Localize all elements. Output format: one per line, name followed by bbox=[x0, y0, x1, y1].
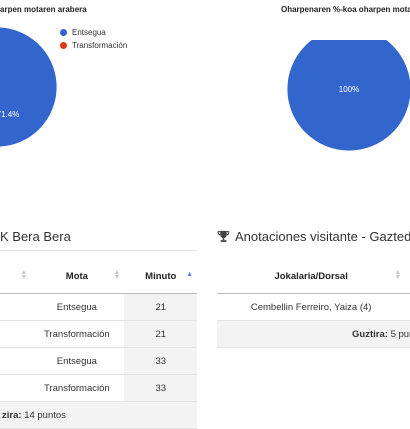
total-value: 14 puntos bbox=[24, 409, 66, 421]
column-header-label: Jokalaria/Dorsal bbox=[274, 270, 348, 282]
right-pie-chart: 100% bbox=[286, 40, 410, 152]
cell-minuto: 33 bbox=[124, 374, 197, 402]
cell-minuto: 21 bbox=[124, 320, 197, 348]
column-header-label: Mota bbox=[65, 270, 88, 282]
visitor-section-title: Anotaciones visitante - Gaztedi R bbox=[235, 229, 410, 244]
total-cell: zira: 14 puntos bbox=[0, 401, 197, 429]
legend-label: Entsegua bbox=[72, 28, 106, 37]
cell-mota: Transformación bbox=[29, 374, 125, 402]
table-row: Transformación 33 bbox=[0, 374, 197, 402]
column-header-next[interactable] bbox=[405, 259, 410, 294]
pie-slice-label: 100% bbox=[339, 85, 359, 94]
cell-mota: Transformación bbox=[29, 320, 125, 348]
pie-slice[interactable] bbox=[286, 40, 410, 152]
trophy-icon bbox=[217, 230, 230, 242]
legend-swatch bbox=[60, 29, 67, 36]
legend-swatch bbox=[60, 42, 67, 49]
table-row: Entsegua 21 bbox=[0, 293, 197, 321]
local-section-title: K Bera Bera bbox=[0, 229, 71, 244]
cell-mota: Entsegua bbox=[29, 293, 125, 321]
table-total-row: Guztira: 5 punt bbox=[217, 320, 410, 348]
table-total-row: zira: 14 puntos bbox=[0, 401, 197, 429]
total-label: zira: bbox=[2, 409, 22, 421]
cell-first bbox=[0, 293, 30, 321]
total-cell: Guztira: 5 punt bbox=[217, 320, 410, 348]
sort-icon: ▲ ▼ bbox=[113, 269, 121, 281]
right-chart-title: Oharpenaren %-koa oharpen mota bbox=[281, 5, 410, 14]
column-header-mota[interactable]: Mota ▲ ▼ bbox=[29, 259, 125, 294]
cell-first bbox=[0, 320, 30, 348]
table-row: Entsegua 33 bbox=[0, 347, 197, 375]
pie-slice-label: 71.4% bbox=[0, 110, 19, 119]
cell-mota: Entsegua bbox=[29, 347, 125, 375]
column-header-first[interactable]: ▲ ▼ bbox=[0, 259, 30, 294]
table-header-row: ▲ ▼ Mota ▲ ▼ Minuto ▲ bbox=[0, 259, 197, 294]
visitor-scores-table: Jokalaria/Dorsal ▲ ▼ Cembellin Ferreiro, … bbox=[217, 259, 410, 348]
left-pie-chart: 71.4% bbox=[0, 26, 58, 148]
cell-minuto: 21 bbox=[124, 293, 197, 321]
cell-minuto: 33 bbox=[124, 347, 197, 375]
sort-ascending-icon: ▲ bbox=[186, 271, 193, 278]
legend-item-transformacion[interactable]: Transformación bbox=[60, 39, 127, 52]
local-section-divider bbox=[0, 250, 197, 251]
column-header-minuto[interactable]: Minuto ▲ bbox=[124, 259, 197, 294]
table-header-row: Jokalaria/Dorsal ▲ ▼ bbox=[217, 259, 410, 294]
pie-slice[interactable] bbox=[0, 26, 58, 148]
local-scores-table: ▲ ▼ Mota ▲ ▼ Minuto ▲ Entsegua 21 Transfor… bbox=[0, 259, 197, 429]
table-row: Transformación 21 bbox=[0, 320, 197, 348]
total-label: Guztira: bbox=[352, 328, 388, 340]
cell-next bbox=[405, 293, 410, 321]
total-value: 5 punt bbox=[390, 328, 410, 340]
table-row: Cembellin Ferreiro, Yaiza (4) bbox=[217, 293, 410, 321]
sort-icon: ▲ ▼ bbox=[20, 269, 28, 281]
legend-item-entsegua[interactable]: Entsegua bbox=[60, 26, 127, 39]
sort-icon: ▲ ▼ bbox=[394, 269, 402, 281]
left-chart-title: arpen motaren arabera bbox=[0, 5, 87, 14]
cell-player: Cembellin Ferreiro, Yaiza (4) bbox=[217, 293, 406, 321]
left-chart-legend: Entsegua Transformación bbox=[60, 26, 127, 52]
column-header-label: Minuto bbox=[145, 270, 177, 282]
column-header-jokalaria[interactable]: Jokalaria/Dorsal ▲ ▼ bbox=[217, 259, 406, 294]
cell-first bbox=[0, 374, 30, 402]
cell-first bbox=[0, 347, 30, 375]
legend-label: Transformación bbox=[72, 41, 128, 50]
visitor-section-header: Anotaciones visitante - Gaztedi R bbox=[217, 229, 410, 244]
